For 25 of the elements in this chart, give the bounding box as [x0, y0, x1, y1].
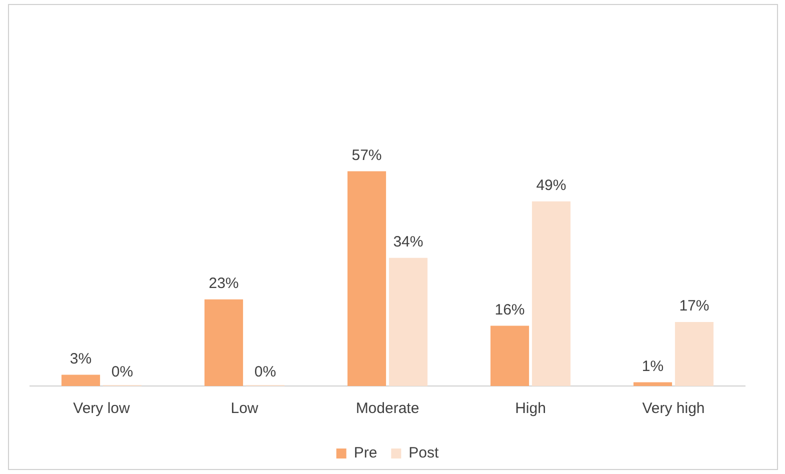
- data-label: 57%: [352, 146, 382, 164]
- bar: [61, 374, 100, 386]
- bar: [388, 258, 428, 386]
- data-label: 49%: [536, 177, 566, 194]
- data-label: 0%: [254, 364, 276, 381]
- bar: [532, 201, 571, 386]
- data-label: 34%: [393, 234, 424, 251]
- bar: [674, 322, 714, 386]
- data-label: 16%: [494, 301, 525, 318]
- bar: [347, 171, 386, 386]
- x-tick-label: High: [515, 400, 546, 418]
- x-tick-label: Very low: [73, 400, 130, 418]
- legend-label: Pre: [354, 444, 378, 462]
- legend-label: Post: [408, 444, 440, 462]
- data-label: 0%: [111, 364, 134, 381]
- data-label: 1%: [642, 358, 664, 375]
- x-tick-label: Moderate: [356, 400, 420, 418]
- bar: [204, 299, 244, 386]
- bar: [490, 326, 530, 386]
- data-label: 23%: [208, 275, 239, 292]
- x-tick-label: Very high: [642, 400, 705, 418]
- data-label: 17%: [679, 298, 710, 315]
- data-label: 3%: [70, 350, 92, 368]
- x-tick-label: Low: [230, 400, 258, 418]
- bar: [633, 382, 672, 386]
